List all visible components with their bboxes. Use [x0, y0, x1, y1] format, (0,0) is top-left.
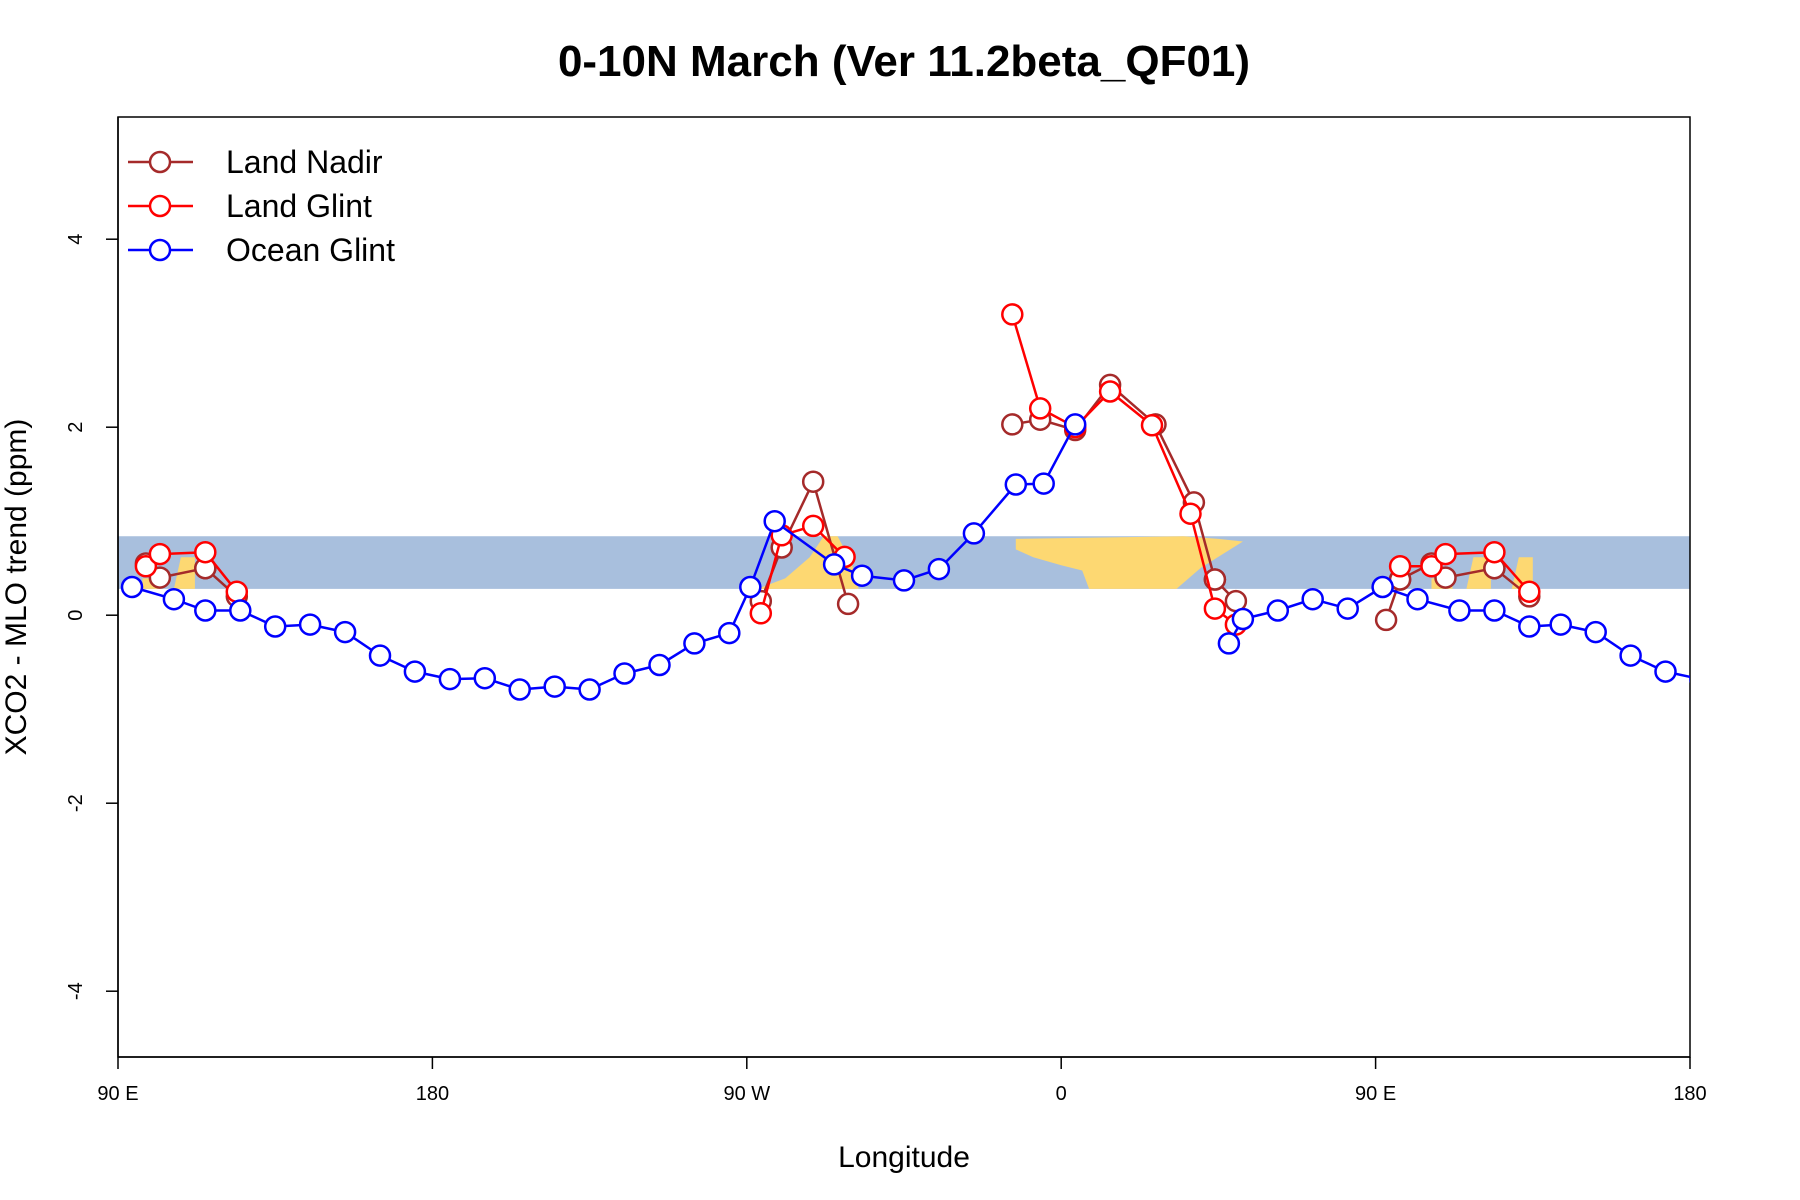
data-point	[1231, 607, 1255, 631]
legend-label: Land Glint	[226, 188, 372, 224]
data-point	[1336, 597, 1359, 620]
data-point	[850, 564, 874, 587]
data-point	[263, 615, 287, 638]
data-point	[1032, 472, 1055, 495]
data-point	[1434, 542, 1457, 566]
data-point	[1203, 597, 1227, 620]
x-axis: 90 E 180 90 W 0 90 E 180	[97, 1056, 1707, 1105]
series-ocean-glint	[120, 413, 1690, 701]
data-point	[194, 599, 217, 622]
data-point	[1301, 587, 1324, 611]
data-point	[1584, 620, 1607, 644]
y-tick-label: 4	[65, 234, 87, 245]
y-tick-label: -2	[65, 794, 87, 812]
data-point	[836, 592, 860, 616]
data-point	[1406, 587, 1429, 611]
data-point	[1518, 615, 1541, 638]
data-point	[1654, 660, 1677, 683]
data-point	[1098, 380, 1122, 403]
data-point	[1483, 540, 1506, 564]
x-tick-label: 180	[1673, 1083, 1706, 1105]
data-point	[1140, 414, 1164, 437]
data-point	[1063, 413, 1087, 436]
data-point	[1001, 303, 1024, 326]
data-point	[962, 522, 986, 545]
chart-title: 0-10N March (Ver 11.2beta_QF01)	[558, 37, 1250, 86]
x-tick-label: 90 E	[1355, 1083, 1396, 1105]
data-point	[892, 569, 916, 592]
data-point	[801, 470, 825, 493]
y-axis-label: XCO2 - MLO trend (ppm)	[0, 419, 33, 756]
data-point	[718, 621, 741, 645]
data-point	[749, 602, 773, 625]
data-point	[801, 514, 825, 538]
x-tick-label: 0	[1056, 1083, 1067, 1105]
x-axis-label: Longitude	[838, 1141, 970, 1174]
data-point	[134, 555, 158, 578]
series-line	[759, 524, 846, 614]
data-point	[1028, 397, 1052, 420]
series-layer	[120, 303, 1690, 701]
data-point	[508, 678, 531, 701]
data-point	[1217, 632, 1241, 655]
data-point	[927, 557, 951, 581]
data-point	[613, 662, 636, 685]
data-point	[822, 553, 846, 576]
data-point	[1371, 575, 1394, 599]
x-tick-label: 90 E	[97, 1083, 138, 1105]
data-point	[229, 599, 252, 622]
legend: Land Nadir Land Glint Ocean Glint	[128, 144, 395, 268]
data-point	[194, 540, 217, 564]
y-tick-label: 0	[65, 610, 87, 621]
data-point	[543, 675, 566, 698]
legend-label: Ocean Glint	[226, 232, 395, 268]
data-point	[120, 575, 144, 599]
data-point	[1179, 502, 1202, 525]
data-point	[648, 653, 671, 677]
data-point	[148, 542, 172, 566]
x-tick-label: 180	[416, 1083, 449, 1105]
x-tick-label: 90 W	[723, 1083, 770, 1105]
data-point	[162, 587, 186, 611]
land-area	[1015, 536, 1243, 589]
legend-label: Land Nadir	[226, 144, 383, 180]
y-axis: -4 -2 0 2 4	[65, 117, 119, 1057]
data-point	[403, 660, 427, 683]
data-point	[1483, 599, 1506, 622]
data-point	[763, 509, 786, 533]
data-point	[739, 575, 762, 599]
data-point	[1374, 608, 1398, 632]
data-point	[683, 632, 706, 655]
data-point	[578, 678, 601, 701]
data-point	[1420, 555, 1443, 578]
data-point	[1689, 675, 1690, 684]
legend-marker	[148, 150, 172, 174]
series-line	[131, 423, 1077, 691]
data-point	[1001, 413, 1024, 436]
data-point	[1388, 555, 1412, 578]
data-point	[438, 667, 462, 691]
data-point	[1518, 580, 1541, 603]
legend-marker	[148, 194, 172, 218]
data-point	[1004, 473, 1028, 496]
data-point	[1619, 644, 1642, 667]
y-tick-label: -4	[65, 982, 87, 1000]
series-land-nadir	[134, 373, 1541, 632]
data-point	[333, 620, 357, 644]
data-point	[473, 666, 497, 690]
data-point	[298, 613, 322, 636]
data-point	[1549, 613, 1572, 636]
legend-marker	[148, 238, 172, 262]
data-point	[225, 580, 249, 603]
y-tick-label: 2	[65, 422, 87, 433]
data-point	[1266, 599, 1290, 622]
data-point	[368, 644, 392, 667]
data-point	[1448, 599, 1471, 622]
